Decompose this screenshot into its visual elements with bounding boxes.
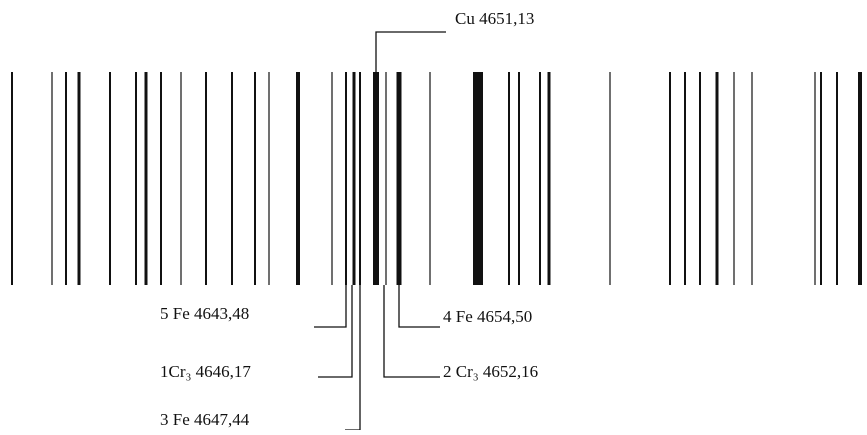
spectral-line	[473, 72, 483, 285]
spectral-line	[331, 72, 332, 285]
spectral-line	[135, 72, 137, 285]
spectral-line	[539, 72, 541, 285]
spectral-line	[373, 72, 379, 285]
line-label: Cu 4651,13	[455, 9, 534, 28]
spectral-line	[180, 72, 181, 285]
leader-line	[318, 285, 352, 377]
spectral-line	[78, 72, 81, 285]
spectral-line	[231, 72, 233, 285]
spectral-line	[205, 72, 207, 285]
line-label: 4 Fe 4654,50	[443, 307, 532, 326]
spectral-line	[609, 72, 610, 285]
leader-line	[399, 285, 440, 327]
spectral-line	[548, 72, 551, 285]
spectral-line	[751, 72, 752, 285]
leader-line	[376, 32, 446, 72]
spectral-line	[353, 72, 356, 285]
spectral-lines	[11, 72, 862, 285]
spectral-line	[109, 72, 111, 285]
spectral-line	[716, 72, 719, 285]
page: {"labels": { "cu": "Cu 4651,13", "fe5": …	[0, 0, 867, 430]
leader-line	[384, 285, 440, 377]
spectral-line	[684, 72, 686, 285]
spectral-line	[145, 72, 148, 285]
spectral-line	[160, 72, 162, 285]
spectral-line	[385, 72, 386, 285]
line-label: 3 Fe 4647,44	[160, 410, 250, 429]
spectral-line	[359, 72, 361, 285]
spectral-line	[518, 72, 520, 285]
spectral-line	[296, 72, 300, 285]
spectral-line	[699, 72, 701, 285]
line-label: 2 Cr₃ 4652,16	[443, 362, 538, 381]
line-label: 5 Fe 4643,48	[160, 304, 249, 323]
spectral-line	[11, 72, 13, 285]
spectral-line	[820, 72, 822, 285]
spectral-line	[836, 72, 838, 285]
line-label: 1Cr₃ 4646,17	[160, 362, 251, 381]
spectral-line	[858, 72, 862, 285]
spectral-line	[268, 72, 269, 285]
spectral-line	[814, 72, 815, 285]
spectral-line	[345, 72, 347, 285]
spectrum-diagram: Cu 4651,13 5 Fe 4643,48 1Cr₃ 4646,17 3 F…	[0, 0, 867, 430]
spectral-line	[397, 72, 402, 285]
spectral-line	[254, 72, 256, 285]
leader-line	[314, 285, 346, 327]
spectral-line	[508, 72, 510, 285]
spectral-line	[733, 72, 734, 285]
spectral-line	[669, 72, 671, 285]
spectral-line	[51, 72, 52, 285]
spectral-line	[429, 72, 430, 285]
spectral-line	[65, 72, 67, 285]
